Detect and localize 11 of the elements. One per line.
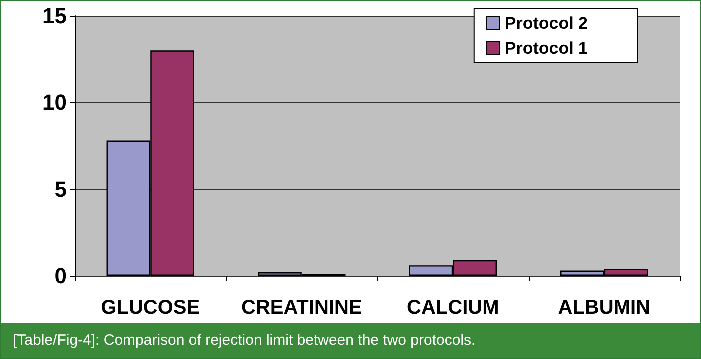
text: [Table/Fig-4]: Comparison of rejection limit between the two protocols. [1,323,700,358]
x-tick-label: ALBUMIN [558,297,650,319]
y-tick-label: 15 [42,4,67,28]
x-tick-label: GLUCOSE [101,297,200,319]
legend-label: Protocol 1 [504,39,588,58]
y-tick-label: 0 [54,264,67,288]
y-tick-label: 10 [42,90,67,116]
x-tick-label: CALCIUM [407,297,500,319]
legend-label: Protocol 2 [504,14,588,33]
y-tick-label: 5 [54,176,67,202]
x-tick-label: CREATININE [242,297,362,319]
